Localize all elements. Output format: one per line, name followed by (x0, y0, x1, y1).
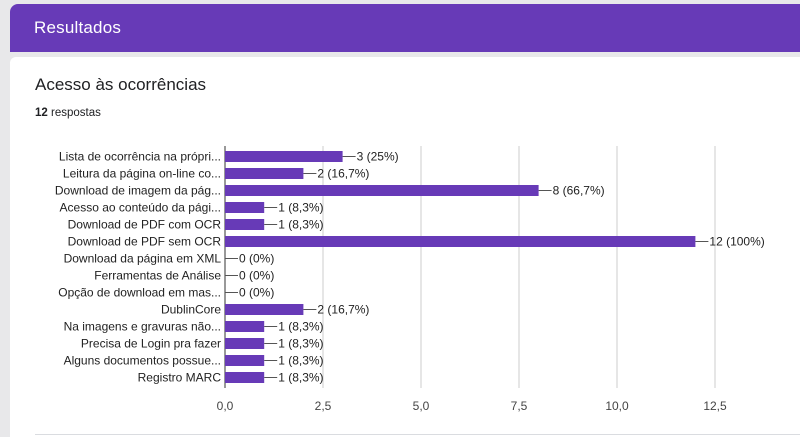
x-tick-label: 5,0 (413, 399, 430, 413)
responses-number: 12 (35, 107, 48, 119)
category-label: Ferramentas de Análise (94, 269, 221, 283)
data-label: 12 (100%) (709, 235, 764, 249)
category-label: Alguns documentos possue... (64, 354, 221, 368)
category-label: Download de imagem da pág... (55, 184, 221, 198)
category-label: Acesso ao conteúdo da pági... (60, 201, 221, 215)
data-label: 1 (8,3%) (278, 218, 323, 232)
data-label: 3 (25%) (357, 150, 399, 164)
data-label: 1 (8,3%) (278, 337, 323, 351)
responses-label: respostas (51, 107, 101, 119)
bar (225, 219, 265, 230)
bar (225, 185, 539, 196)
responses-count: 12 respostas (35, 107, 101, 119)
category-label: Registro MARC (138, 371, 222, 385)
results-title: Resultados (34, 18, 122, 37)
category-label: Precisa de Login pra fazer (81, 337, 221, 351)
data-label: 1 (8,3%) (278, 354, 323, 368)
question-title: Acesso às ocorrências (35, 75, 207, 94)
data-label: 2 (16,7%) (317, 303, 369, 317)
question-card: Acesso às ocorrências 12 respostas 0,0 2,… (10, 57, 800, 437)
bar (225, 304, 304, 315)
bar (225, 151, 343, 162)
bar (225, 355, 265, 366)
bar (225, 202, 265, 213)
bar (225, 372, 265, 383)
data-label: 0 (0%) (239, 269, 274, 283)
bar (225, 236, 696, 247)
category-label: Download da página em XML (64, 252, 222, 266)
data-label: 0 (0%) (239, 252, 274, 266)
category-label: Opção de download em mas... (58, 286, 221, 300)
bar (225, 321, 265, 332)
x-tick-label: 0,0 (217, 399, 234, 413)
x-tick-label: 7,5 (511, 399, 528, 413)
category-label: Leitura da página on-line co... (63, 167, 221, 181)
data-label: 2 (16,7%) (317, 167, 369, 181)
data-label: 8 (66,7%) (553, 184, 605, 198)
card-divider (35, 434, 800, 435)
category-label: Download de PDF sem OCR (68, 235, 222, 249)
data-label: 1 (8,3%) (278, 371, 323, 385)
data-label: 0 (0%) (239, 286, 274, 300)
bar (225, 168, 304, 179)
category-label: DublinCore (161, 303, 221, 317)
x-tick-label: 12,5 (703, 399, 727, 413)
category-label: Download de PDF com OCR (68, 218, 222, 232)
data-label: 1 (8,3%) (278, 201, 323, 215)
category-label: Lista de ocorrência na própri... (59, 150, 221, 164)
category-label: Na imagens e gravuras não... (64, 320, 221, 334)
results-header: Resultados (10, 4, 800, 52)
bar (225, 338, 265, 349)
bar-chart: 0,0 2,5 5,0 7,5 10,0 12,5 Lista de ocorrência … (55, 146, 765, 413)
data-label: 1 (8,3%) (278, 320, 323, 334)
x-tick-label: 2,5 (315, 399, 332, 413)
x-tick-label: 10,0 (605, 399, 629, 413)
